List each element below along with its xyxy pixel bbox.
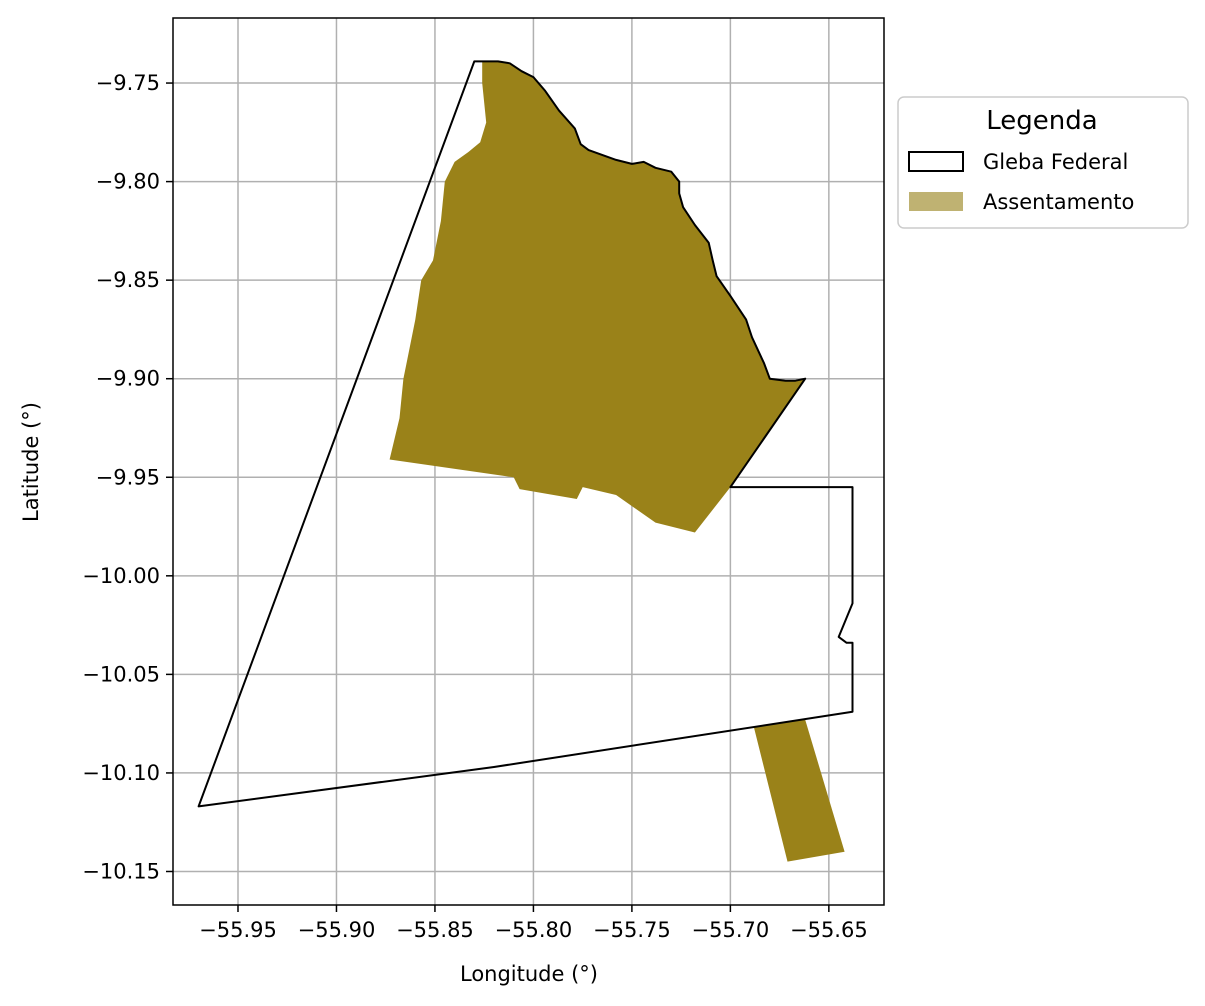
x-tick-label: −55.85 bbox=[396, 918, 474, 942]
legend: Legenda Gleba Federal Assentamento bbox=[897, 96, 1189, 229]
gleba-polygon-0 bbox=[197, 60, 854, 808]
map-layers bbox=[197, 60, 854, 862]
legend-label-assentamento: Assentamento bbox=[983, 190, 1134, 214]
assentamento-polygon-1 bbox=[754, 719, 845, 862]
y-tick-label: −10.05 bbox=[82, 662, 160, 686]
legend-box bbox=[897, 96, 1189, 229]
y-tick-label: −10.00 bbox=[82, 564, 160, 588]
x-tick-label: −55.65 bbox=[790, 918, 868, 942]
legend-swatch-assentamento bbox=[909, 192, 963, 211]
legend-title: Legenda bbox=[986, 106, 1097, 136]
assentamento-polygon-0 bbox=[389, 61, 806, 533]
y-tick-label: −9.75 bbox=[96, 71, 160, 95]
x-axis-label: Longitude (°) bbox=[460, 962, 598, 986]
x-tick-label: −55.95 bbox=[199, 918, 277, 942]
y-tick-label: −10.10 bbox=[82, 761, 160, 785]
y-tick-label: −9.90 bbox=[96, 367, 160, 391]
x-axis-ticks: −55.95 −55.90 −55.85 −55.80 −55.75 −55.70 −55.… bbox=[199, 905, 868, 942]
y-tick-label: −9.85 bbox=[96, 268, 160, 292]
x-tick-label: −55.70 bbox=[692, 918, 770, 942]
x-tick-label: −55.80 bbox=[495, 918, 573, 942]
y-tick-label: −9.80 bbox=[96, 170, 160, 194]
legend-swatch-gleba-federal bbox=[908, 151, 964, 172]
y-axis-ticks: −9.75 −9.80 −9.85 −9.90 −9.95 −10.00 −10.05 −10… bbox=[82, 71, 173, 883]
x-tick-label: −55.75 bbox=[593, 918, 671, 942]
y-axis-label: Latitude (°) bbox=[19, 402, 43, 522]
x-tick-label: −55.90 bbox=[298, 918, 376, 942]
plot-frame bbox=[172, 17, 885, 906]
legend-label-gleba-federal: Gleba Federal bbox=[983, 150, 1128, 174]
y-tick-label: −10.15 bbox=[82, 859, 160, 883]
y-tick-label: −9.95 bbox=[96, 465, 160, 489]
